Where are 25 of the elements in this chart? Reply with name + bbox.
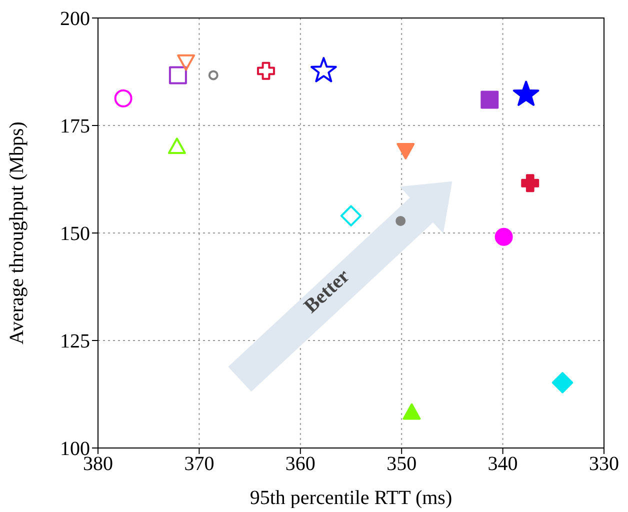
x-tick-label: 370 — [184, 453, 214, 476]
point — [208, 70, 218, 80]
point — [168, 138, 186, 154]
x-axis-title: 95th percentile RTT (ms) — [250, 487, 452, 509]
x-tick-label: 330 — [589, 453, 619, 476]
point — [512, 80, 540, 106]
point — [256, 62, 275, 80]
y-tick-label: 150 — [60, 223, 90, 246]
point — [402, 403, 421, 420]
point — [494, 228, 513, 246]
x-tick-label: 360 — [285, 453, 316, 476]
point — [396, 216, 406, 226]
x-tick-label: 350 — [386, 453, 417, 476]
x-tick-label: 340 — [488, 453, 518, 476]
y-tick-label: 175 — [60, 116, 90, 138]
point — [310, 57, 337, 82]
point — [340, 205, 362, 226]
point — [114, 89, 132, 108]
y-tick-label: 200 — [60, 8, 90, 30]
y-axis-title: Average throughput (Mbps) — [6, 122, 28, 344]
point — [521, 174, 540, 192]
point — [168, 66, 187, 84]
point — [552, 372, 574, 394]
point — [480, 90, 499, 109]
y-tick-label: 125 — [60, 330, 90, 353]
